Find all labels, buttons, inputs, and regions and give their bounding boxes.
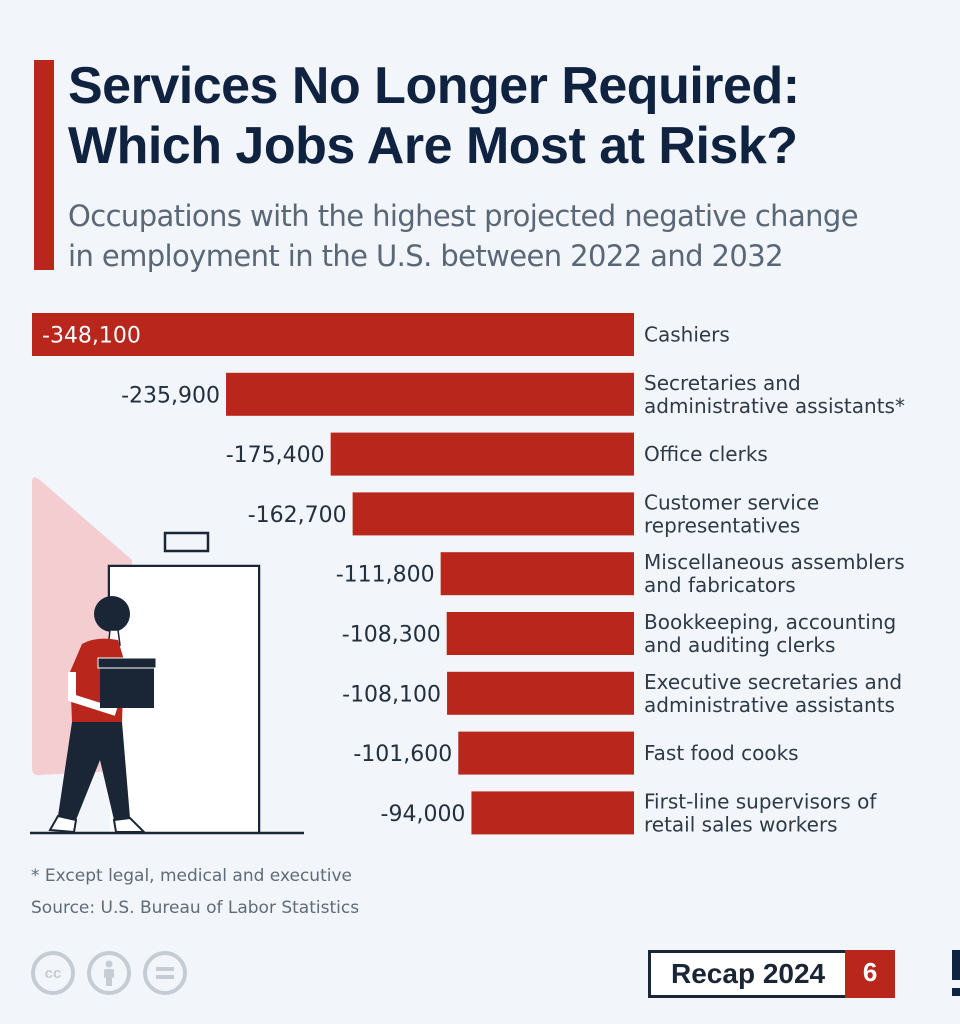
title-line-2: Which Jobs Are Most at Risk?	[68, 117, 798, 175]
category-label: Miscellaneous assemblers	[644, 550, 905, 574]
bar	[446, 612, 634, 655]
category-label: representatives	[644, 513, 800, 537]
bar-value-label: -348,100	[42, 324, 141, 349]
bar-value-label: -235,900	[121, 383, 220, 408]
bar	[32, 313, 634, 356]
box-icon	[100, 662, 154, 708]
attribution-icon[interactable]	[87, 951, 131, 995]
bar-value-label: -108,100	[342, 682, 441, 707]
category-label: Executive secretaries and	[644, 670, 902, 694]
category-label: Customer service	[644, 490, 819, 514]
no-derivatives-icon[interactable]	[143, 951, 187, 995]
bar	[440, 552, 634, 596]
license-icons: cc	[31, 951, 187, 995]
exit-sign-icon	[163, 531, 210, 553]
bar-value-label: -101,600	[353, 742, 452, 767]
category-label: Fast food cooks	[644, 741, 799, 765]
subtitle-line-1: Occupations with the highest projected n…	[68, 199, 859, 233]
category-label: Secretaries and	[644, 371, 801, 395]
category-label: Cashiers	[644, 323, 730, 347]
bar-value-label: -175,400	[226, 443, 325, 468]
person-figure	[48, 596, 157, 834]
page-edge-mark-dot	[952, 988, 960, 996]
category-label: First-line supervisors of	[644, 789, 877, 813]
bar-value-label: -108,300	[342, 623, 441, 648]
title-accent-bar	[34, 60, 54, 270]
bar	[226, 372, 634, 416]
bar	[330, 432, 634, 476]
category-label: Bookkeeping, accounting	[644, 610, 896, 634]
category-label: administrative assistants	[644, 693, 895, 717]
bar-value-label: -94,000	[381, 802, 466, 827]
bar-value-label: -162,700	[248, 503, 347, 528]
bar-value-label: -111,800	[336, 563, 435, 588]
category-label: and fabricators	[644, 573, 796, 597]
category-label: retail sales workers	[644, 812, 838, 836]
footnotes: * Except legal, medical and executive So…	[31, 860, 359, 924]
recap-label: Recap 2024	[671, 958, 826, 989]
page-edge-mark	[952, 950, 960, 980]
bar	[458, 731, 634, 775]
bar	[471, 791, 634, 835]
category-label: administrative assistants*	[644, 394, 905, 418]
category-label: Office clerks	[644, 442, 768, 466]
recap-number: 6	[845, 950, 896, 998]
recap-badge: Recap 2024 6	[648, 950, 896, 998]
bar	[447, 671, 634, 715]
subtitle-line-2: in employment in the U.S. between 2022 a…	[68, 239, 784, 273]
footnote-exception: * Except legal, medical and executive	[31, 866, 352, 886]
source-note: Source: U.S. Bureau of Labor Statistics	[31, 898, 360, 918]
category-label: and auditing clerks	[644, 633, 835, 657]
title-line-1: Services No Longer Required:	[68, 57, 800, 115]
worker-leaving-illustration	[30, 477, 304, 835]
bar	[352, 492, 634, 536]
chart-subtitle: Occupations with the highest projected n…	[68, 196, 859, 276]
cc-icon[interactable]: cc	[31, 951, 75, 995]
chart-title: Services No Longer Required: Which Jobs …	[68, 56, 800, 176]
